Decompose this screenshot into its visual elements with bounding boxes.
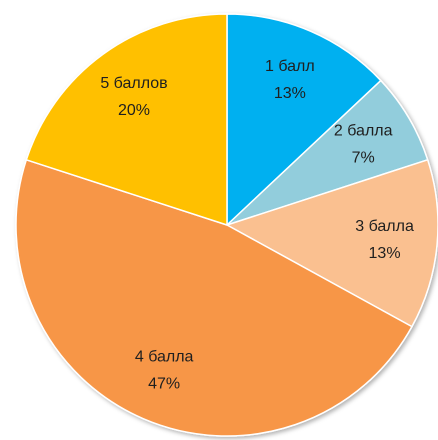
slice-value-label: 47%: [148, 375, 180, 392]
slice-value-label: 13%: [369, 245, 401, 262]
slice-category-label: 4 балла: [135, 348, 194, 365]
slice-category-label: 5 баллов: [100, 75, 167, 92]
slice-value-label: 7%: [352, 150, 375, 167]
pie-slice: [25, 13, 228, 227]
slice-category-label: 3 балла: [355, 218, 414, 235]
pie-slice: [226, 13, 382, 227]
slice-value-label: 20%: [118, 102, 150, 119]
pie-slice: [225, 158, 438, 328]
slice-value-label: 13%: [274, 85, 306, 102]
slice-category-label: 1 балл: [265, 58, 315, 75]
slice-category-label: 2 балла: [334, 123, 393, 140]
pie-slice: [15, 158, 413, 437]
pie: [15, 13, 438, 437]
